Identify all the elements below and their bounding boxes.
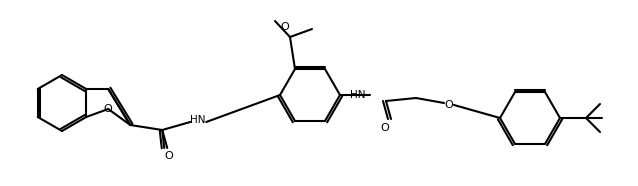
Text: O: O <box>381 123 389 133</box>
Text: HN: HN <box>191 115 206 125</box>
Text: O: O <box>281 22 290 32</box>
Text: O: O <box>104 104 113 114</box>
Text: O: O <box>165 151 174 161</box>
Text: HN: HN <box>350 90 366 100</box>
Text: O: O <box>445 100 454 110</box>
